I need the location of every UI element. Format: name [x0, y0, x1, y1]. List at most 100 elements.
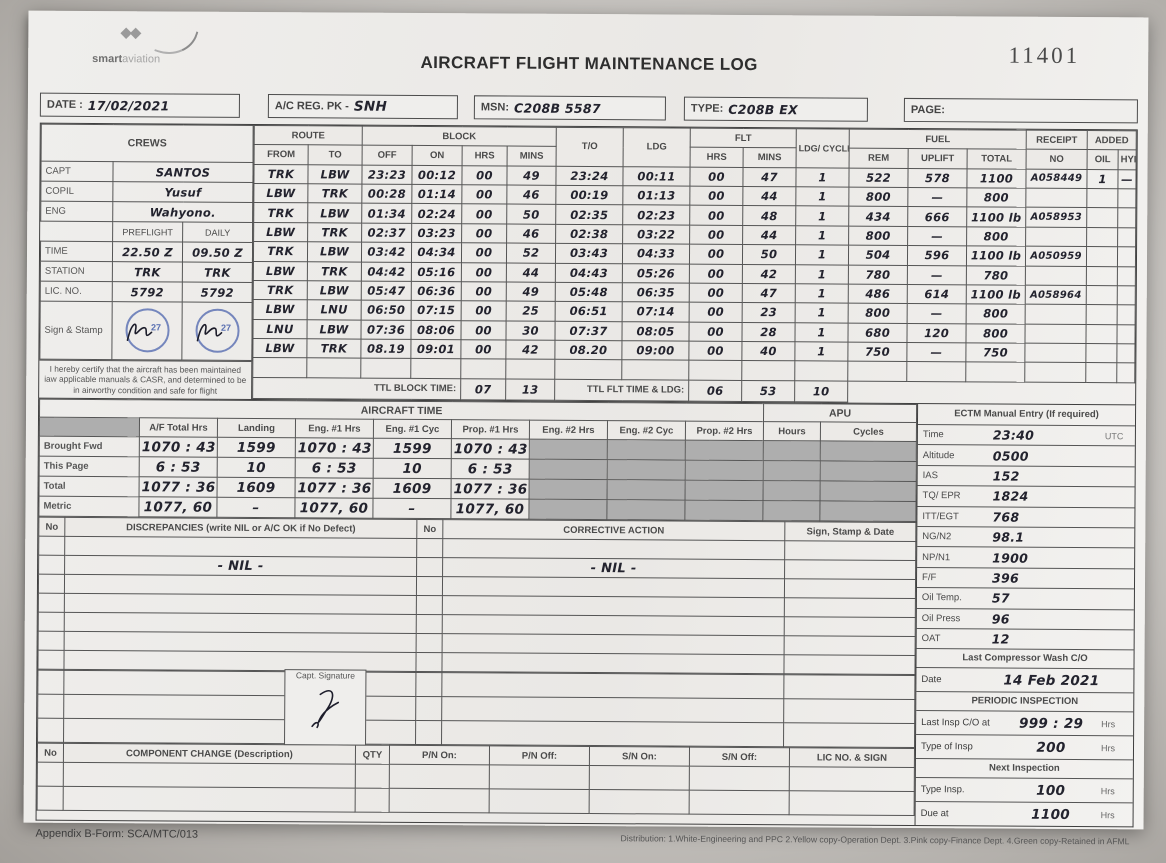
fuel-uplift-cell: —: [907, 304, 966, 324]
fuel-rem-cell: 800: [849, 187, 908, 207]
prop2-hrs-header: Prop. #2 Hrs: [685, 421, 763, 440]
type-insp-value: 200: [1001, 739, 1101, 756]
flt-hrs-cell: 00: [689, 264, 742, 284]
fuel-header: FUEL: [849, 129, 1026, 149]
type-insp-row: Type of Insp 200 Hrs: [916, 735, 1133, 760]
daily-stamp-cell: 27: [182, 302, 252, 360]
apu-cycles-cell-na: [820, 501, 916, 522]
ectm-value: 0500: [985, 448, 1105, 464]
disc-no-cell: [38, 631, 64, 650]
flt-hrs-header: HRS: [690, 147, 743, 167]
appendix-reference: Appendix B-Form: SCA/MTC/013: [35, 828, 198, 841]
periodic-inspection-title: PERIODIC INSPECTION: [916, 692, 1133, 712]
fuel-total-cell: 800: [967, 188, 1026, 208]
corr-no-cell: [417, 539, 443, 558]
hyd-cell: [1117, 344, 1135, 363]
hyd-cell: [1117, 247, 1135, 266]
eng1-cyc-cell: 1609: [373, 478, 451, 498]
signature-strip: Capt. Signature: [37, 670, 915, 748]
corrective-action-cell: - NIL -: [443, 558, 785, 579]
fuel-total-cell: 1100 lb: [966, 246, 1025, 266]
ectm-row: Oil Temp. 57: [917, 588, 1134, 610]
sign-cell: [784, 579, 915, 599]
sign-stamp-label: Sign & Stamp: [40, 301, 112, 359]
to-cell: TRK: [307, 261, 361, 281]
flt-mins-cell: 48: [743, 206, 796, 226]
eng2-cyc-cell-na: [607, 460, 685, 480]
ectm-row: Oil Press 96: [917, 609, 1134, 631]
hyd-cell: [1118, 228, 1136, 247]
apu-cycles-header: Cycles: [820, 422, 916, 442]
flt-mins-header: MINS: [743, 148, 796, 168]
oil-cell: [1086, 305, 1117, 325]
ectm-label: Oil Press: [917, 613, 984, 624]
to-cell: LBW: [308, 165, 362, 185]
disc-no-cell: [38, 574, 64, 593]
block-mins-cell: 25: [506, 301, 555, 321]
ectm-label: OAT: [917, 633, 984, 644]
eng1-cyc-cell: 10: [373, 458, 451, 478]
fuel-uplift-cell: 578: [908, 168, 967, 188]
ectm-row: TQ/ EPR 1824: [917, 486, 1134, 508]
ectm-label: ITT/EGT: [917, 511, 984, 522]
form-footer: Appendix B-Form: SCA/MTC/013 Distributio…: [35, 828, 1133, 847]
off-cell: 04:42: [361, 262, 411, 282]
lower-section: AIRCRAFT TIME APU A/F Total Hrs Landing …: [36, 399, 1137, 828]
off-cell: 23:23: [362, 165, 412, 185]
flt-mins-cell: 44: [743, 187, 796, 207]
from-cell: LBW: [254, 222, 308, 242]
block-mins-cell: 46: [507, 185, 556, 205]
apu-hours-cell-na: [763, 461, 820, 481]
oil-header: OIL: [1087, 150, 1118, 170]
next-inspection-title: Next Inspection: [916, 759, 1133, 779]
receipt-no-cell: [1026, 188, 1087, 208]
discrepancy-cell: [65, 536, 417, 557]
receipt-no-header: NO: [1026, 150, 1087, 170]
flt-mins-cell: 47: [742, 283, 795, 303]
oil-cell: [1086, 324, 1117, 344]
lic-no-label: LIC. NO.: [40, 281, 112, 301]
ttl-block-hrs: 07: [461, 378, 506, 400]
eng2-hrs-cell-na: [529, 499, 607, 519]
fuel-total-cell: 1100: [967, 169, 1026, 189]
ectm-label: Oil Temp.: [917, 592, 984, 603]
capt-signature: [290, 680, 360, 736]
ttl-flt-hrs: 06: [689, 380, 742, 402]
sn-on-header: S/N On:: [589, 747, 689, 767]
receipt-no-cell: A058964: [1025, 285, 1086, 305]
msn-label: MSN:: [481, 101, 509, 113]
ectm-row: Time 23:40 UTC: [918, 425, 1135, 447]
off-cell: 00:28: [362, 184, 412, 204]
on-cell: 02:24: [412, 204, 462, 224]
block-mins-cell: 50: [507, 204, 556, 224]
eng2-cyc-header: Eng. #2 Cyc: [607, 421, 685, 440]
fuel-uplift-cell: 666: [908, 207, 967, 227]
fuel-rem-cell: 434: [849, 207, 908, 227]
disc-no-cell: [38, 650, 64, 669]
af-total-hrs-header: A/F Total Hrs: [139, 418, 217, 437]
corrective-action-cell: [442, 615, 784, 636]
sign-cell: [785, 560, 916, 580]
reg-value: SNH: [354, 99, 387, 115]
pn-on-header: P/N On:: [389, 745, 489, 765]
next-type-value: 100: [1001, 782, 1101, 799]
prop2-hrs-cell-na: [685, 440, 763, 460]
ectm-label: IAS: [918, 470, 985, 481]
corr-no-cell: [416, 615, 442, 634]
ectm-rows: Time 23:40 UTC Altitude 0500 IAS 152: [917, 425, 1135, 651]
landing-cell: 07:14: [622, 302, 689, 322]
block-header: BLOCK: [362, 126, 556, 147]
landing-cell: –: [217, 497, 295, 517]
block-hrs-cell: 00: [461, 301, 506, 321]
apu-cycles-cell-na: [820, 441, 916, 462]
ectm-value: 1824: [984, 489, 1104, 505]
on-cell: 00:12: [412, 165, 462, 185]
disc-no-cell: [39, 536, 65, 555]
fuel-total-header: TOTAL: [967, 149, 1026, 169]
type-insp-label: Type of Insp: [916, 741, 1001, 753]
flt-hrs-cell: 00: [689, 283, 742, 303]
capt-signature-box: Capt. Signature: [284, 669, 366, 745]
prop2-hrs-cell-na: [685, 480, 763, 500]
block-mins-cell: 42: [506, 340, 555, 360]
